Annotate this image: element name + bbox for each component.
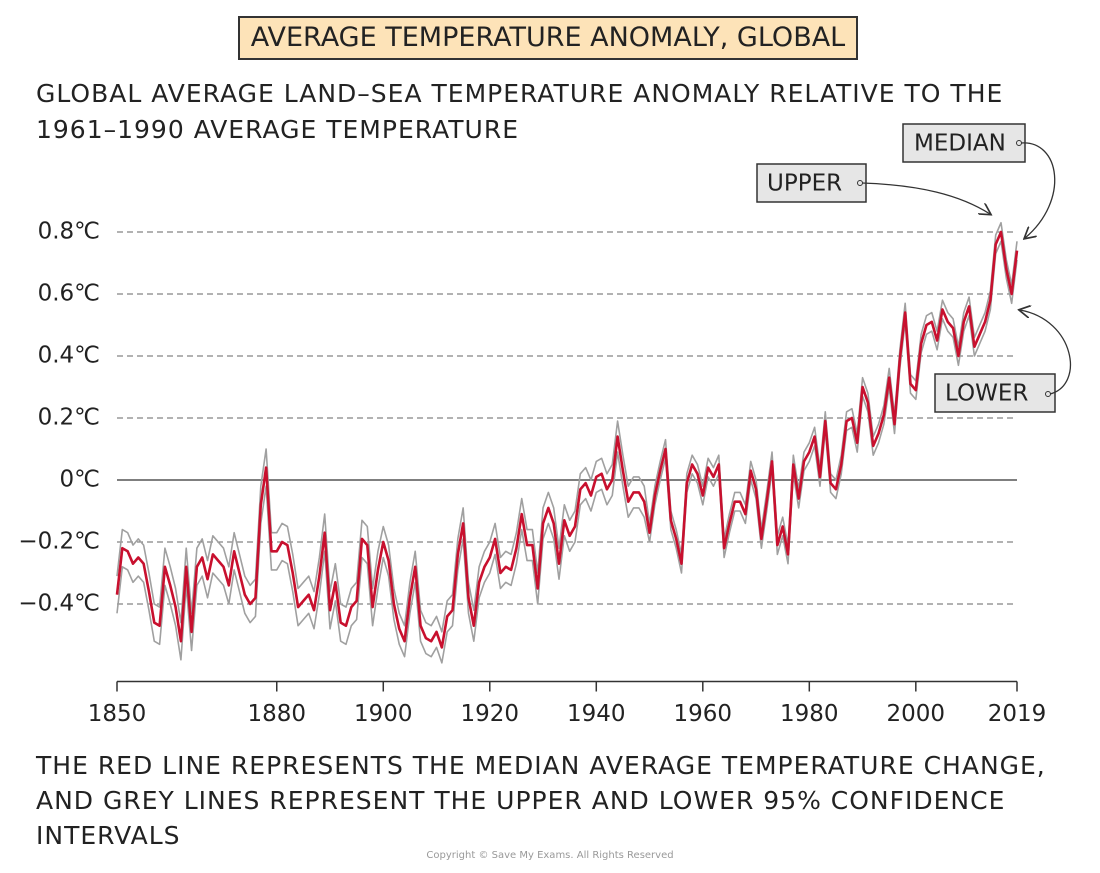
y-tick-label: −0.4℃ bbox=[18, 591, 100, 617]
series-line bbox=[116, 221, 1018, 633]
median-tag bbox=[902, 123, 1026, 163]
y-tick-label: −0.2℃ bbox=[18, 529, 100, 555]
x-tick-label: 1880 bbox=[247, 701, 306, 727]
series-line bbox=[115, 230, 1019, 649]
chart-title: AVERAGE TEMPERATURE ANOMALY, GLOBAL bbox=[238, 16, 858, 60]
y-tick-label: 0.8℃ bbox=[38, 219, 100, 245]
chart-subtitle: GLOBAL AVERAGE LAND–SEA TEMPERATURE ANOM… bbox=[36, 79, 1004, 144]
x-tick-label: 1920 bbox=[461, 701, 520, 727]
y-tick-label: 0.2℃ bbox=[38, 405, 100, 431]
upper-arrow bbox=[861, 182, 990, 214]
x-tick-label: 1900 bbox=[354, 701, 413, 727]
upper-label: UPPER bbox=[767, 171, 842, 197]
y-tick-label: 0.4℃ bbox=[38, 343, 100, 369]
lower-tag bbox=[934, 373, 1056, 413]
y-tick-label: 0.6℃ bbox=[38, 281, 100, 307]
x-tick-label: 1850 bbox=[88, 701, 147, 727]
upper-tag bbox=[756, 163, 867, 203]
chart-note: THE RED LINE REPRESENTS THE MEDIAN AVERA… bbox=[36, 751, 1046, 850]
y-tick-label: 0℃ bbox=[60, 467, 100, 493]
x-tick-label: 1940 bbox=[567, 701, 626, 727]
copyright: Copyright © Save My Exams. All Rights Re… bbox=[426, 850, 674, 861]
annotations: MEDIAN UPPER LOWER bbox=[756, 123, 1072, 413]
median-label: MEDIAN bbox=[914, 131, 1006, 157]
lower-label: LOWER bbox=[945, 381, 1028, 407]
x-tick-label: 1960 bbox=[674, 701, 733, 727]
x-tick-label: 2019 bbox=[988, 701, 1047, 727]
lower-arrow bbox=[1020, 310, 1072, 395]
median-arrow bbox=[1020, 142, 1056, 238]
x-tick-label: 2000 bbox=[887, 701, 946, 727]
series-line bbox=[116, 240, 1018, 664]
x-tick-label: 1980 bbox=[780, 701, 839, 727]
